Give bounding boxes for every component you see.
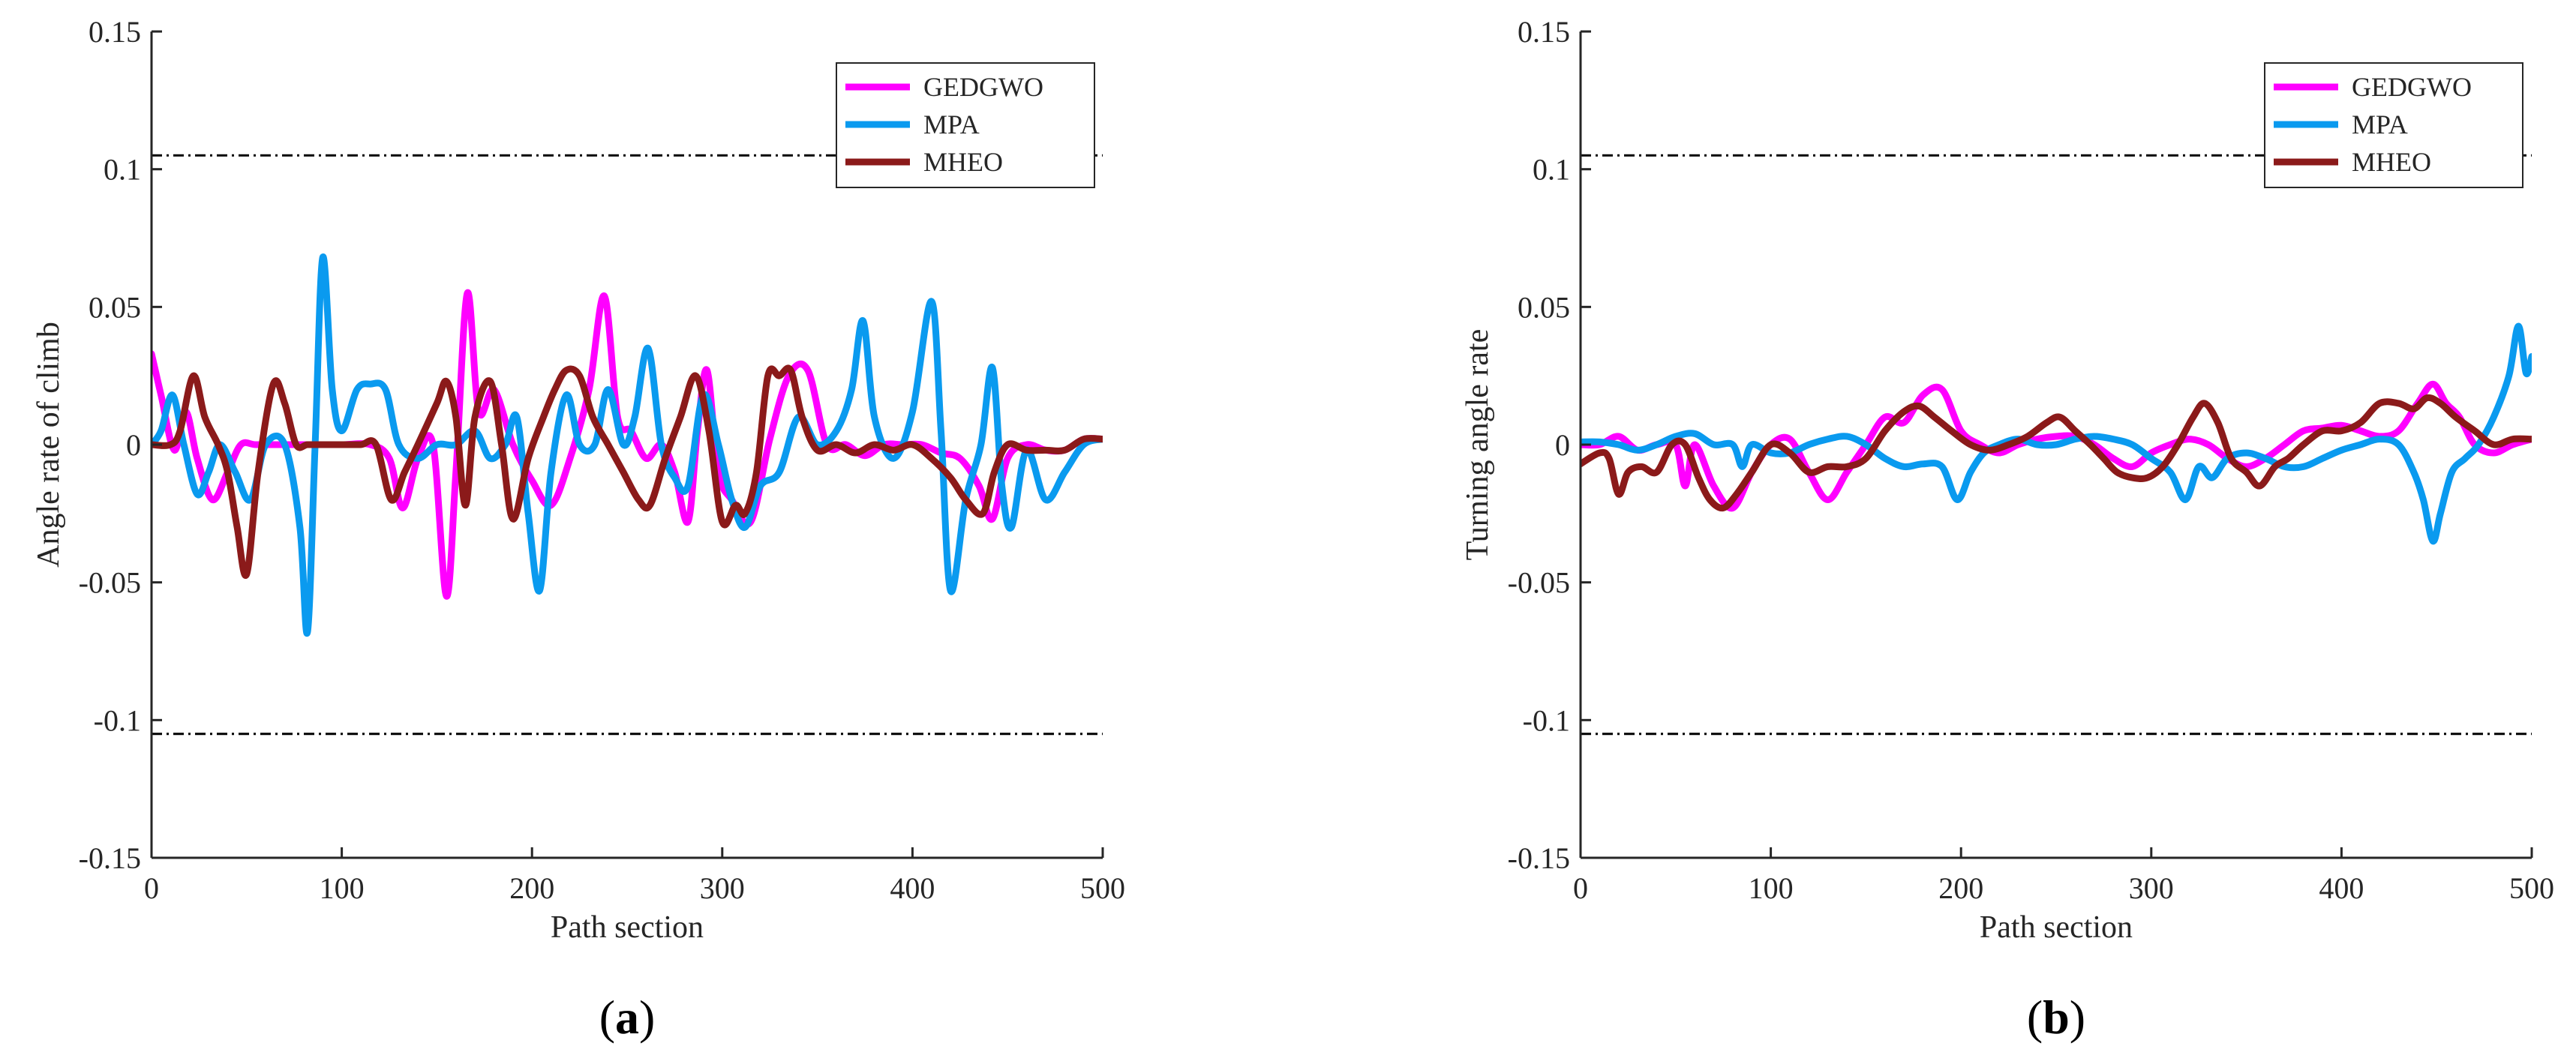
chart-panel-b: 0 100 200 300 400 500 0.15 0.1 0.05 0 -0.05 -0.1 -0.… xyxy=(1461,15,2554,1044)
y-axis-title: Angle rate of climb xyxy=(32,322,66,568)
series-line-mpa xyxy=(152,253,1103,637)
y-tick-label: -0.15 xyxy=(1508,841,1570,875)
y-tick-label: -0.1 xyxy=(1523,703,1570,737)
y-tick-label: 0 xyxy=(126,428,141,462)
x-tick-label: 0 xyxy=(144,871,159,905)
y-tick-label: -0.05 xyxy=(79,566,141,600)
x-tick-label: 200 xyxy=(509,871,554,905)
chart-panel-a: 0 100 200 300 400 500 0.15 0.1 0.05 0 -0.05 -0.1 -0.… xyxy=(32,15,1125,1044)
x-axis-title: Path section xyxy=(1980,910,2133,945)
panel-label: (a) xyxy=(599,991,656,1044)
y-tick-label: 0 xyxy=(1555,428,1570,462)
y-tick-label: -0.05 xyxy=(1508,566,1570,600)
plot-area xyxy=(1581,322,2532,545)
y-tick-label: 0.05 xyxy=(1518,290,1570,324)
legend: GEDGWO MPA MHEO xyxy=(836,62,1095,188)
legend-label-mpa: MPA xyxy=(923,109,980,139)
x-tick-label: 200 xyxy=(1938,871,1983,905)
legend-label-gedgwo: GEDGWO xyxy=(2352,72,2472,102)
series-line-mheo xyxy=(1581,394,2532,512)
plot-area xyxy=(152,253,1103,637)
panel-letter: b xyxy=(2043,991,2070,1044)
legend: GEDGWO MPA MHEO xyxy=(2264,62,2523,188)
x-tick-label: 400 xyxy=(890,871,935,905)
x-axis-title: Path section xyxy=(551,910,704,945)
panel-label: (b) xyxy=(2027,991,2085,1044)
y-tick-label: 0.1 xyxy=(104,153,141,187)
x-tick-label: 500 xyxy=(1080,871,1125,905)
legend-label-mheo: MHEO xyxy=(923,147,1003,177)
x-tick-label: 300 xyxy=(700,871,745,905)
series-line-mheo xyxy=(152,364,1103,579)
panel-letter: a xyxy=(615,991,639,1044)
y-tick-label: 0.15 xyxy=(1518,15,1570,49)
y-tick-label: -0.15 xyxy=(79,841,141,875)
y-tick-label: 0.1 xyxy=(1533,153,1570,187)
y-tick-label: 0.05 xyxy=(89,290,141,324)
y-tick-label: 0.15 xyxy=(89,15,141,49)
x-tick-label: 100 xyxy=(320,871,365,905)
x-tick-label: 0 xyxy=(1573,871,1588,905)
y-tick-label: -0.1 xyxy=(94,703,141,737)
series-line-mpa xyxy=(1581,322,2532,545)
y-axis-title: Turning angle rate xyxy=(1461,329,1495,561)
x-tick-label: 100 xyxy=(1749,871,1794,905)
legend-label-gedgwo: GEDGWO xyxy=(923,72,1043,102)
x-tick-label: 400 xyxy=(2319,871,2364,905)
legend-label-mheo: MHEO xyxy=(2352,147,2431,177)
legend-label-mpa: MPA xyxy=(2352,109,2408,139)
x-tick-label: 500 xyxy=(2509,871,2554,905)
x-tick-label: 300 xyxy=(2129,871,2174,905)
